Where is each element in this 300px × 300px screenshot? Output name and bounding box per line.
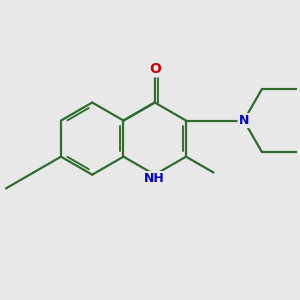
Text: O: O	[149, 62, 161, 76]
Text: N: N	[238, 114, 249, 127]
Text: NH: NH	[144, 172, 165, 185]
